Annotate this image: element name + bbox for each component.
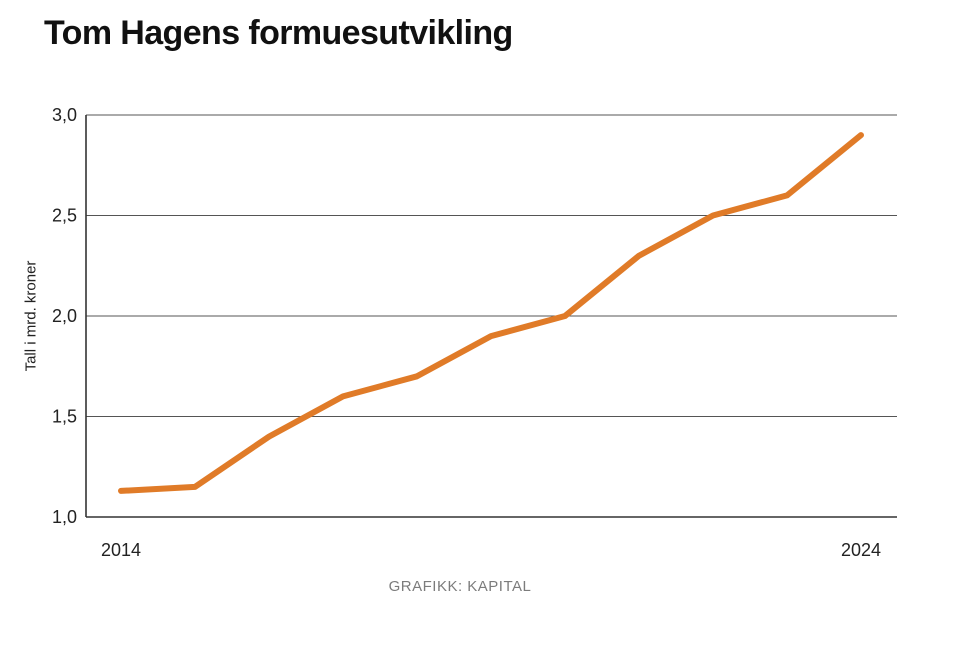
data-point [340, 393, 346, 399]
data-point [192, 484, 198, 490]
y-tick-label: 2,5 [52, 206, 77, 226]
data-point [488, 333, 494, 339]
series-line [118, 132, 864, 494]
y-tick-label: 2,0 [52, 306, 77, 326]
x-axis-ticks: 2014 2024 [101, 540, 881, 560]
data-point [784, 192, 790, 198]
y-tick-label: 1,5 [52, 407, 77, 427]
y-tick-label: 1,0 [52, 507, 77, 527]
y-axis-ticks: 1,0 1,5 2,0 2,5 3,0 [52, 105, 77, 527]
y-axis-label: Tall i mrd. kroner [22, 260, 40, 372]
data-point [266, 434, 272, 440]
series [118, 132, 864, 494]
source-credit: GRAFIKK: KAPITAL [388, 578, 532, 595]
y-tick-label: 3,0 [52, 105, 77, 125]
data-point [710, 213, 716, 219]
gridlines [85, 114, 897, 518]
x-tick-label: 2014 [101, 540, 141, 560]
data-point [118, 488, 124, 494]
chart-title: Tom Hagens formuesutvikling [44, 14, 513, 52]
data-point [636, 253, 642, 259]
data-point [858, 132, 864, 138]
data-point [562, 313, 568, 319]
data-point [414, 373, 420, 379]
x-tick-label: 2024 [841, 540, 881, 560]
